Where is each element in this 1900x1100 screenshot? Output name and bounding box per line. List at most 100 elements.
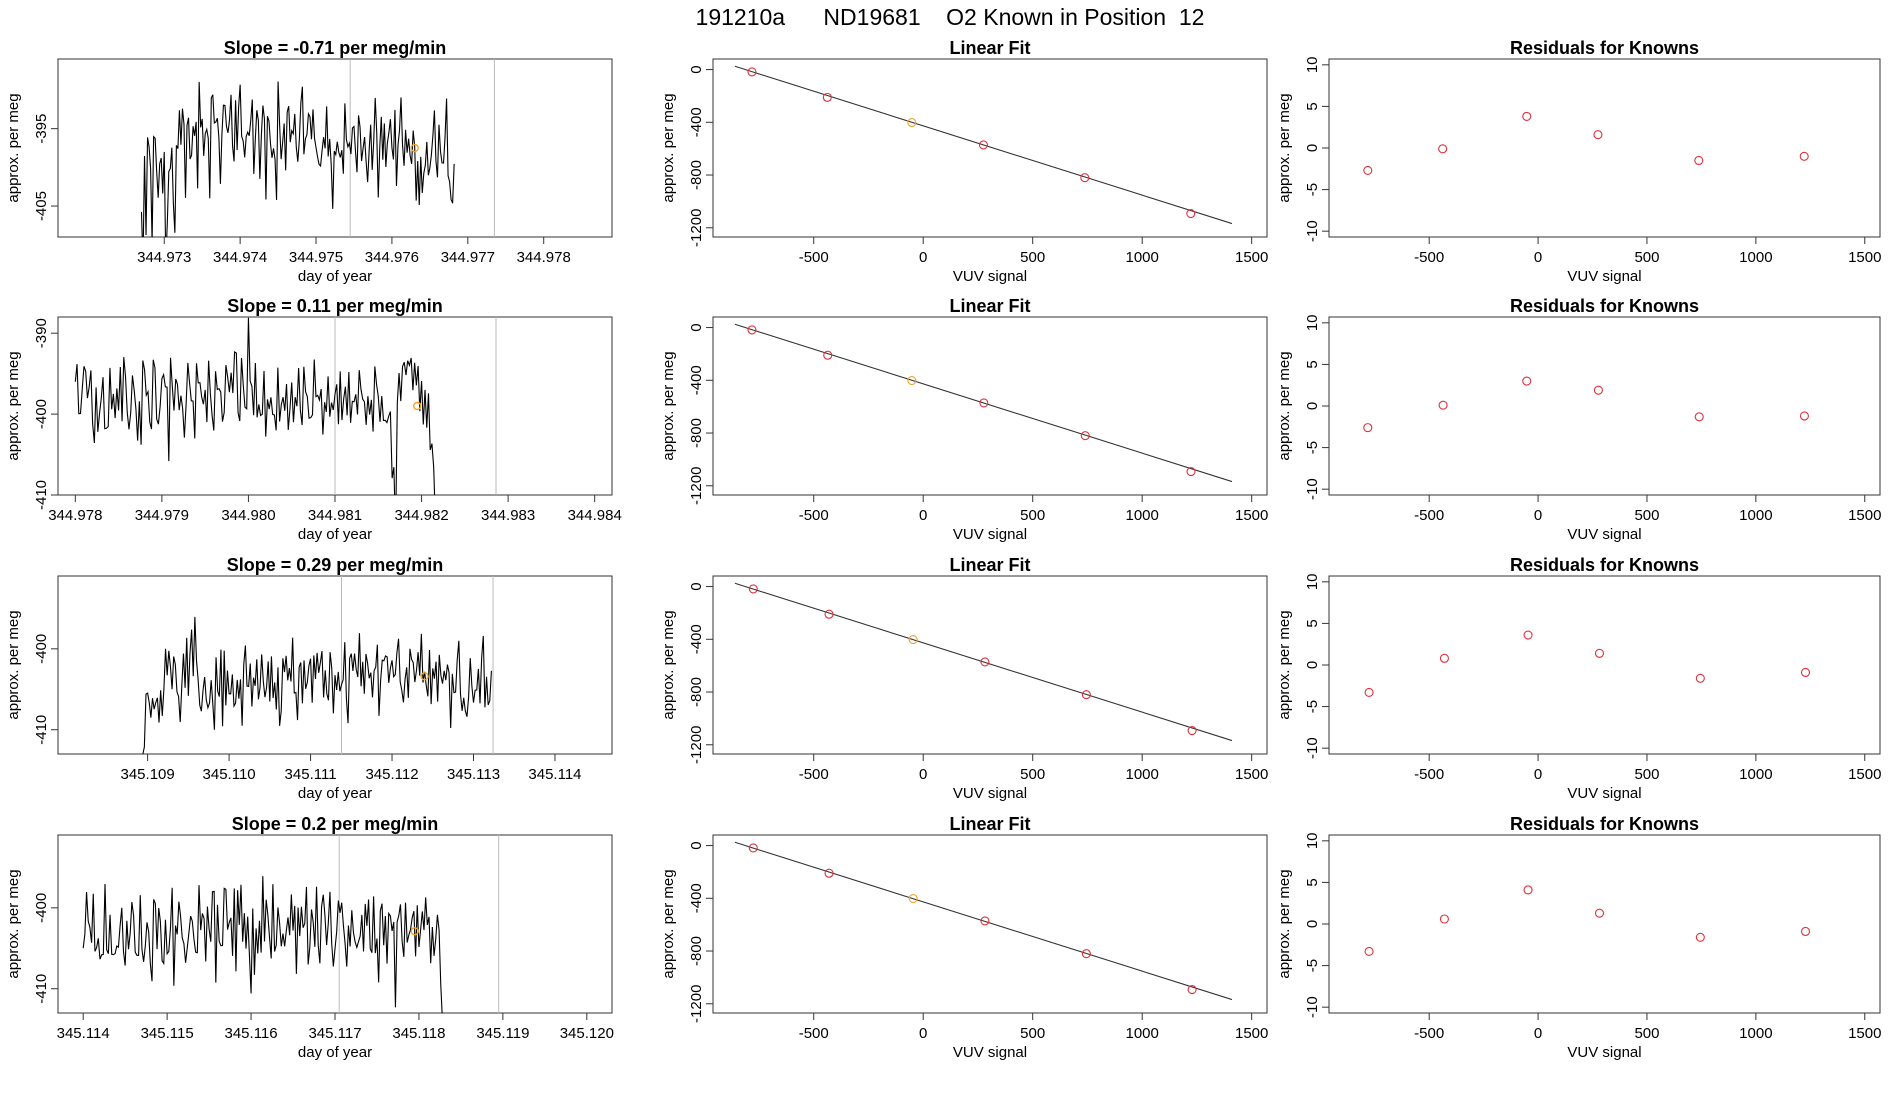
panel-title: Linear Fit: [949, 296, 1030, 316]
x-tick-label: 345.116: [225, 1025, 278, 1042]
x-tick-label: 345.112: [365, 766, 418, 783]
x-axis-label: VUV signal: [1567, 785, 1641, 802]
marker-point: [413, 401, 422, 411]
y-tick-label: 10: [1304, 314, 1321, 331]
x-tick-label: 345.119: [476, 1025, 529, 1042]
x-axis-label: day of year: [298, 1044, 372, 1061]
marker-point: [420, 672, 429, 681]
data-point: [1694, 155, 1704, 166]
y-axis-label: approx. per meg: [1276, 610, 1293, 719]
y-tick-label: -410: [33, 480, 50, 510]
x-tick-label: 344.973: [137, 249, 191, 266]
marker-point: [410, 143, 419, 153]
x-tick-label: 1000: [1125, 766, 1158, 783]
chart-panel: Linear Fit -500 0 500 1000 1500 VUV signal 0 -40…: [660, 555, 1268, 802]
y-tick-label: -405: [33, 191, 50, 221]
figure-title: 191210a ND19681 O2 Known in Position 12: [695, 4, 1205, 30]
data-point: [1438, 144, 1448, 154]
data-point: [1080, 431, 1090, 441]
x-tick-label: -500: [1414, 249, 1444, 266]
data-point: [1695, 932, 1705, 942]
x-tick-label: 1500: [1235, 249, 1268, 266]
y-tick-label: -800: [688, 936, 705, 966]
data-point: [980, 916, 990, 926]
data-point: [980, 657, 990, 667]
x-tick-label: 1000: [1739, 1025, 1772, 1042]
data-point: [1523, 885, 1533, 895]
x-tick-label: -500: [1414, 507, 1444, 524]
y-tick-label: -1200: [688, 726, 705, 764]
x-axis-label: day of year: [298, 526, 372, 543]
x-tick-label: 345.109: [121, 766, 175, 783]
y-axis-label: approx. per meg: [660, 869, 677, 978]
chart-panel: Linear Fit -500 0 500 1000 1500 VUV signal 0 -40…: [660, 38, 1268, 285]
y-tick-label: -410: [33, 715, 50, 745]
x-axis-label: VUV signal: [1567, 1044, 1641, 1061]
y-tick-label: 0: [688, 323, 705, 331]
x-tick-label: -500: [1414, 766, 1444, 783]
y-tick-label: -10: [1304, 737, 1321, 759]
x-axis-label: VUV signal: [953, 526, 1027, 543]
plot-frame: [712, 834, 1268, 1014]
x-axis-label: day of year: [298, 785, 372, 802]
x-axis-label: VUV signal: [1567, 526, 1641, 543]
y-tick-label: -400: [688, 883, 705, 913]
data-point: [1799, 411, 1809, 421]
y-tick-label: -800: [688, 677, 705, 707]
plot-frame: [57, 575, 613, 755]
data-point: [1694, 412, 1704, 422]
data-point: [1187, 725, 1197, 736]
x-tick-label: 344.976: [365, 249, 419, 266]
data-point: [1081, 949, 1091, 959]
y-tick-label: 0: [1304, 920, 1321, 928]
y-tick-label: 5: [1304, 360, 1321, 368]
data-point: [1438, 400, 1448, 410]
data-point: [1187, 984, 1197, 995]
x-tick-label: 1000: [1739, 766, 1772, 783]
y-tick-label: -800: [688, 418, 705, 448]
chart-panel: Linear Fit -500 0 500 1000 1500 VUV signal 0 -40…: [660, 296, 1268, 543]
marker-point: [410, 927, 419, 936]
x-axis-label: VUV signal: [953, 785, 1027, 802]
panel-title: Linear Fit: [949, 38, 1030, 58]
x-tick-label: 344.978: [517, 249, 571, 266]
series-line: [74, 317, 436, 495]
x-tick-label: 1000: [1739, 249, 1772, 266]
plot-area: [734, 582, 1233, 742]
panel-title: Residuals for Knowns: [1510, 296, 1699, 316]
data-point: [1364, 687, 1374, 697]
chart-panel: Residuals for Knowns -500 0 500 1000 1500 VUV …: [1276, 296, 1881, 543]
data-point: [748, 584, 758, 594]
x-tick-label: 345.117: [308, 1025, 361, 1042]
data-point: [1439, 653, 1449, 663]
chart-panel: Slope = 0.11 per meg/min 344.978 344.979 34…: [5, 296, 622, 543]
y-axis-label: approx. per meg: [660, 93, 677, 202]
plot-area: [1363, 376, 1809, 433]
highlight-point: [908, 635, 918, 645]
panel-title: Residuals for Knowns: [1510, 814, 1699, 834]
plot-area: [734, 323, 1233, 483]
y-tick-label: 5: [1304, 102, 1321, 110]
y-tick-label: 5: [1304, 619, 1321, 627]
y-tick-label: 0: [688, 582, 705, 590]
y-axis-label: approx. per meg: [1276, 93, 1293, 202]
x-tick-label: 344.981: [308, 507, 362, 524]
data-point: [824, 868, 834, 878]
x-tick-label: 1500: [1848, 1025, 1881, 1042]
data-point: [978, 140, 988, 150]
x-tick-label: -500: [799, 249, 829, 266]
chart-panel: Residuals for Knowns -500 0 500 1000 1500 VUV …: [1276, 814, 1881, 1061]
x-tick-label: -500: [1414, 1025, 1444, 1042]
plot-area: [734, 65, 1233, 225]
plot-frame: [712, 316, 1268, 496]
data-point: [1799, 151, 1809, 161]
x-tick-label: 344.982: [394, 507, 448, 524]
plot-frame: [1328, 58, 1881, 238]
data-point: [1800, 667, 1811, 678]
y-tick-label: -395: [33, 114, 50, 144]
y-tick-label: -410: [33, 974, 50, 1004]
panel-title: Slope = 0.2 per meg/min: [232, 814, 439, 834]
y-tick-label: 0: [688, 841, 705, 849]
chart-panel: Residuals for Knowns -500 0 500 1000 1500 VUV …: [1276, 555, 1881, 802]
data-point: [747, 325, 757, 335]
